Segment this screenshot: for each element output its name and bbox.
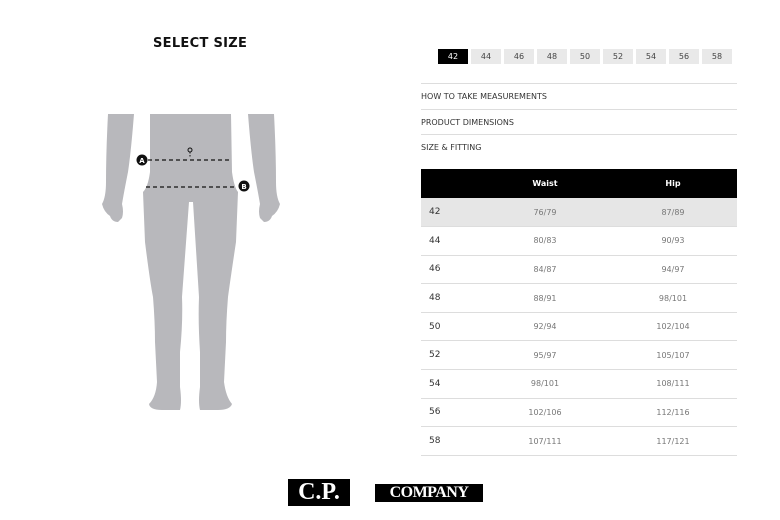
- size-table: Waist Hip 42 76/79 87/89 44 80/83 90/93 46 84/8…: [421, 169, 737, 456]
- size-option-58[interactable]: 58: [702, 49, 732, 64]
- cell-waist: 92/94: [481, 312, 609, 342]
- cell-size: 48: [421, 283, 481, 313]
- cell-size: 46: [421, 255, 481, 285]
- cell-hip: 102/104: [609, 312, 737, 342]
- header-size: [421, 169, 481, 198]
- header-waist: Waist: [481, 169, 609, 198]
- table-row: 54 98/101 108/111: [421, 369, 737, 399]
- cell-waist: 84/87: [481, 255, 609, 285]
- size-selector: 42 44 46 48 50 52 54 56 58: [438, 49, 732, 64]
- cell-hip: 105/107: [609, 340, 737, 371]
- table-row: 42 76/79 87/89: [421, 198, 737, 228]
- cell-waist: 95/97: [481, 340, 609, 371]
- cell-waist: 98/101: [481, 369, 609, 399]
- accordion-product-dimensions[interactable]: PRODUCT DIMENSIONS: [421, 108, 737, 135]
- cell-hip: 90/93: [609, 226, 737, 256]
- cell-size: 56: [421, 398, 481, 428]
- size-option-42[interactable]: 42: [438, 49, 468, 64]
- body-silhouette: A B: [102, 114, 280, 410]
- cell-waist: 102/106: [481, 398, 609, 428]
- cell-hip: 117/121: [609, 426, 737, 456]
- cell-size: 42: [421, 198, 481, 228]
- table-row: 58 107/111 117/121: [421, 426, 737, 456]
- cell-size: 52: [421, 340, 481, 371]
- accordion-size-fitting[interactable]: SIZE & FITTING: [421, 134, 737, 160]
- accordion: HOW TO TAKE MEASUREMENTS PRODUCT DIMENSI…: [421, 83, 737, 160]
- page-title: SELECT SIZE: [153, 36, 248, 51]
- header-hip: Hip: [609, 169, 737, 198]
- cell-hip: 108/111: [609, 369, 737, 399]
- cell-size: 58: [421, 426, 481, 456]
- marker-b: [238, 180, 250, 192]
- table-row: 48 88/91 98/101: [421, 283, 737, 313]
- cell-hip: 98/101: [609, 283, 737, 313]
- size-option-54[interactable]: 54: [636, 49, 666, 64]
- size-option-46[interactable]: 46: [504, 49, 534, 64]
- marker-a: [136, 154, 148, 166]
- cell-size: 50: [421, 312, 481, 342]
- table-row: 44 80/83 90/93: [421, 226, 737, 256]
- cell-waist: 107/111: [481, 426, 609, 456]
- cell-hip: 87/89: [609, 198, 737, 228]
- logo-cp: C.P.: [288, 479, 350, 506]
- table-row: 50 92/94 102/104: [421, 312, 737, 342]
- cell-size: 54: [421, 369, 481, 399]
- size-option-52[interactable]: 52: [603, 49, 633, 64]
- size-option-50[interactable]: 50: [570, 49, 600, 64]
- cell-hip: 112/116: [609, 398, 737, 428]
- marker-a-label: A: [139, 157, 145, 165]
- cell-hip: 94/97: [609, 255, 737, 285]
- logo-company: COMPANY: [375, 484, 483, 502]
- table-row: 46 84/87 94/97: [421, 255, 737, 285]
- cell-waist: 76/79: [481, 198, 609, 228]
- size-option-56[interactable]: 56: [669, 49, 699, 64]
- table-row: 52 95/97 105/107: [421, 340, 737, 371]
- cell-size: 44: [421, 226, 481, 256]
- size-option-44[interactable]: 44: [471, 49, 501, 64]
- marker-b-label: B: [241, 183, 246, 191]
- cell-waist: 80/83: [481, 226, 609, 256]
- cell-waist: 88/91: [481, 283, 609, 313]
- table-row: 56 102/106 112/116: [421, 398, 737, 428]
- size-option-48[interactable]: 48: [537, 49, 567, 64]
- accordion-how-to-measure[interactable]: HOW TO TAKE MEASUREMENTS: [421, 83, 737, 109]
